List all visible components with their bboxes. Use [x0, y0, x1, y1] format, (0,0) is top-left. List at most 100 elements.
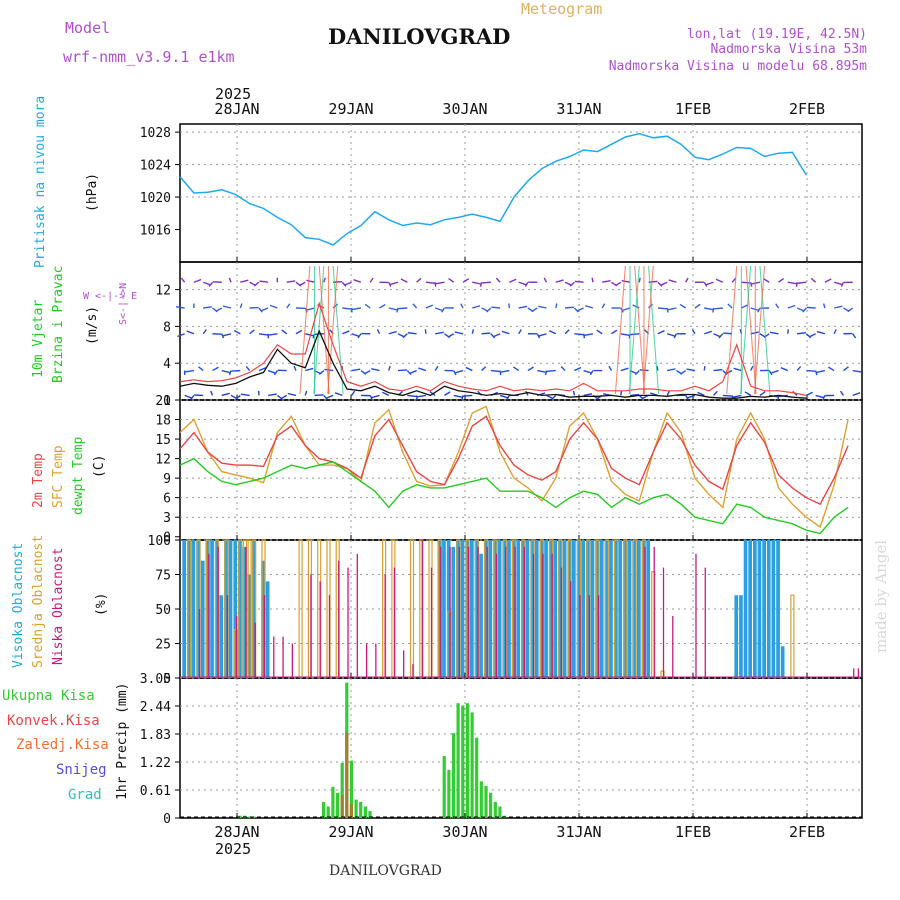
wind-gust-arrow — [740, 265, 752, 395]
wind-arrow — [806, 391, 814, 397]
wind-arrow — [441, 307, 446, 313]
high-cloud-bar — [771, 540, 776, 678]
wind-arrow — [454, 331, 464, 335]
wind-arrow — [409, 369, 417, 375]
high-cloud-bar — [210, 540, 214, 678]
wind-arrow — [228, 370, 232, 376]
wind-arrow — [852, 333, 857, 339]
wind-arrow — [722, 394, 732, 397]
wind-arrow — [822, 395, 826, 401]
high-cloud-bar — [521, 540, 525, 678]
wind-arrow — [286, 303, 291, 309]
wind-arrow — [602, 279, 611, 283]
wind-arrow — [852, 369, 862, 373]
high-cloud-bar — [599, 540, 604, 678]
wind-arrow — [306, 307, 315, 311]
wind-arrow — [620, 367, 629, 372]
wind-arrow — [286, 280, 296, 283]
wind-ylabel2: Brzina i Pravac — [51, 266, 66, 383]
wind-gust-arrow — [634, 265, 646, 395]
wind-arrow — [323, 277, 326, 283]
wind-arrow — [203, 306, 212, 309]
precip-total-bar — [493, 801, 497, 818]
wind-arrow — [460, 303, 464, 309]
wind-arrow — [715, 278, 724, 283]
wind-arrow — [402, 333, 408, 339]
wind-arrow — [269, 304, 278, 309]
high-cloud-bar — [553, 540, 558, 678]
wind-arrow — [353, 278, 362, 283]
wind-arrow — [369, 395, 373, 401]
wind-arrow — [453, 394, 463, 398]
wind-arrow — [620, 333, 630, 337]
wind-arrow — [744, 391, 752, 396]
wind-arrow — [582, 333, 586, 339]
high-cloud-bar — [562, 540, 567, 678]
bottom-day-label: 1FEB — [675, 823, 711, 841]
wind-arrow — [572, 390, 576, 396]
y-tick-label: 3 — [163, 511, 171, 526]
y-tick-label: 0 — [163, 531, 171, 546]
wind-arrow — [527, 366, 534, 372]
high-cloud-bar — [238, 540, 242, 678]
wind-arrow — [620, 390, 623, 396]
wind-arrow — [667, 368, 676, 372]
high-cloud-bar — [558, 540, 562, 678]
wind-arrow — [486, 307, 492, 313]
y-tick-label: 0 — [163, 672, 171, 687]
wind-arrow — [574, 333, 584, 336]
wind-arrow — [576, 307, 584, 312]
wind-arrow — [222, 305, 232, 309]
wind-arrow — [249, 329, 255, 335]
wind-arrow — [357, 333, 362, 339]
wind-arrow — [759, 391, 766, 396]
high-cloud-bar — [641, 540, 646, 678]
wind-gust-arrow — [642, 265, 654, 395]
wind-arrow — [802, 307, 807, 313]
wind-compass: W <-|-> E — [83, 291, 137, 302]
wind-arrow — [531, 307, 538, 313]
y-tick-label: 6 — [163, 492, 171, 507]
precip-total-bar — [451, 733, 456, 818]
wind-arrow — [546, 394, 554, 400]
y-tick-label: 2.44 — [140, 700, 171, 715]
dewpt-line — [179, 457, 849, 535]
mid-cloud-bar — [247, 539, 252, 678]
precip-conv-bar — [340, 795, 344, 818]
wind-arrow — [376, 329, 381, 335]
wind-arrow — [769, 331, 779, 335]
wind-arrow — [833, 329, 837, 335]
wind-gust-arrow — [614, 265, 626, 395]
high-cloud-bar — [766, 540, 771, 678]
bottom-day-label: 2FEB — [789, 823, 825, 841]
precip-total-bar — [340, 762, 344, 818]
wind-arrow — [175, 306, 185, 309]
footer-label: DANILOVGRAD — [329, 863, 442, 879]
precip-total-bar — [470, 712, 474, 818]
high-cloud-bar — [247, 574, 251, 678]
wind-arrow — [555, 279, 564, 283]
model-name: wrf-nmm_v3.9.1 e1km — [63, 48, 235, 66]
wind-gust-arrow — [332, 265, 344, 395]
legend-hail: Grad — [68, 787, 102, 803]
wind-arrow — [371, 368, 380, 372]
precip-total-bar — [359, 801, 363, 818]
high-cloud-bar — [187, 540, 191, 678]
wind-arrow — [490, 369, 500, 373]
wind-arrow — [536, 333, 541, 339]
wind-arrow — [518, 329, 522, 335]
wind-arrow — [638, 277, 641, 283]
wind-arrow — [371, 394, 380, 399]
wind-arrow — [712, 307, 715, 313]
wind-arrow — [703, 281, 708, 287]
legend-snow: Snijeg — [56, 762, 107, 778]
wind-arrow — [210, 390, 214, 396]
mid-cloud-bar — [252, 539, 257, 678]
wind-arrow — [472, 281, 481, 285]
cloud-ylabel2: Srednja Oblacnost — [31, 535, 46, 668]
wind-arrow — [686, 368, 696, 372]
high-cloud-bar — [627, 540, 632, 678]
wind-arrow — [750, 365, 754, 371]
high-cloud-bar — [530, 540, 534, 678]
wind-arrow — [601, 303, 606, 309]
